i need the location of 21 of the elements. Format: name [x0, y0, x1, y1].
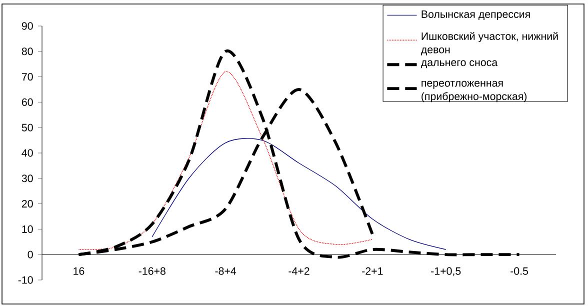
y-tick-label: 70 [22, 73, 33, 81]
x-tick-label: 16 [74, 267, 84, 275]
x-tick-label: -16+8 [138, 267, 166, 275]
y-tick-label: 10 [22, 225, 33, 233]
legend-label: переотложенная (прибрежно-морская) [422, 80, 527, 102]
y-tick-label: 20 [22, 200, 33, 208]
y-tick-label: 50 [22, 124, 33, 132]
x-tick-label: -1+0,5 [431, 267, 461, 276]
x-tick-label: -0.5 [510, 267, 528, 275]
y-tick-label: -10 [18, 276, 33, 284]
y-tick-label: 0 [28, 250, 33, 258]
y-tick-label: 30 [22, 174, 33, 182]
y-tick-label: 80 [22, 48, 33, 56]
x-tick-label: -2+1 [362, 267, 383, 275]
y-tick-label: 90 [22, 22, 33, 30]
x-tick-label: -4+2 [288, 267, 310, 275]
y-tick-label: 60 [22, 98, 33, 106]
legend-label: Волынская депрессия [422, 10, 530, 20]
x-tick-label: -8+4 [215, 267, 236, 275]
y-tick-label: 40 [22, 149, 33, 157]
legend-label: дальнего сноса [421, 60, 498, 68]
